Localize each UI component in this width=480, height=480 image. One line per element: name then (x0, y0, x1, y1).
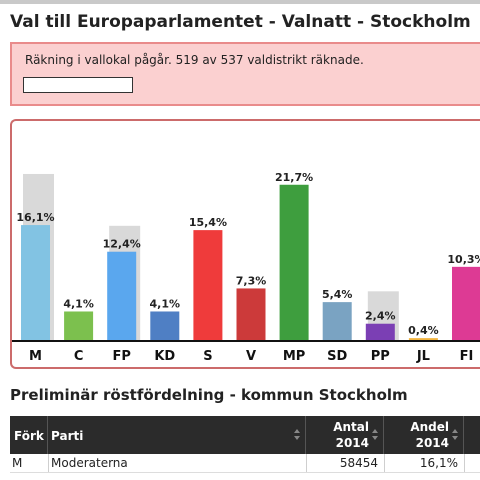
column-header-count-line1: Antal (333, 420, 369, 434)
column-header-share-line2: 2014 (415, 436, 449, 450)
table-header: Förk Parti Antal 2014 Andel 2014 (10, 416, 480, 454)
bar (322, 302, 352, 341)
column-divider (306, 454, 307, 472)
cell-share: 16,1% (419, 456, 458, 470)
data-label: 5,4% (322, 288, 353, 301)
tick-label: FP (112, 349, 130, 364)
column-divider (384, 454, 385, 472)
column-header-share-line1: Andel (410, 420, 449, 434)
results-table: Förk Parti Antal 2014 Andel 2014 M Moder… (10, 416, 480, 473)
bar (452, 266, 480, 341)
column-divider (464, 454, 465, 472)
tick-label: C (74, 349, 84, 364)
column-header-abbr-label: Förk (14, 429, 44, 443)
bar (408, 338, 438, 341)
bar (150, 311, 180, 341)
data-label: 12,4% (103, 238, 141, 251)
tick-label: SD (327, 349, 347, 364)
column-divider (48, 454, 49, 472)
data-label: 21,7% (275, 171, 313, 184)
column-header-count[interactable]: Antal 2014 (306, 416, 384, 454)
tick-label: JL (416, 349, 430, 364)
sort-icon[interactable] (372, 429, 378, 441)
bar (107, 251, 137, 341)
column-header-party[interactable]: Parti (48, 416, 306, 454)
data-label: 7,3% (236, 274, 267, 287)
column-header-share[interactable]: Andel 2014 (384, 416, 464, 454)
data-label: 16,1% (16, 211, 54, 224)
data-label: 10,3% (447, 253, 480, 266)
bar (365, 323, 395, 341)
bar (279, 184, 309, 341)
data-label: 4,1% (63, 297, 94, 310)
cell-count: 58454 (339, 456, 378, 470)
tick-label: KD (154, 349, 175, 364)
bar (21, 225, 50, 341)
bar (64, 311, 94, 341)
tick-label: V (246, 349, 256, 364)
bar-chart: 16,1% M 4,1% C 12,4% FP 4,1% KD 15,4% S 7,3% V 21,7%… (12, 171, 480, 364)
data-label: 2,4% (365, 310, 396, 323)
column-header-count-line2: 2014 (335, 436, 369, 450)
bar (236, 288, 266, 341)
top-border (0, 0, 480, 4)
status-text: Räkning i vallokal pågår. 519 av 537 val… (25, 53, 364, 67)
cell-abbr: M (12, 456, 23, 470)
page-title: Val till Europaparlamentet - Valnatt - S… (10, 12, 471, 32)
sort-icon[interactable] (294, 429, 300, 441)
cell-party: Moderaterna (51, 456, 128, 470)
tick-label: S (203, 349, 212, 364)
bar (193, 230, 223, 341)
tick-label: M (29, 349, 42, 364)
tick-label: MP (283, 349, 305, 364)
chart-panel: 16,1% M 4,1% C 12,4% FP 4,1% KD 15,4% S 7,3% V 21,7%… (10, 119, 480, 369)
tick-label: FI (460, 349, 474, 364)
progress-bar (23, 77, 133, 93)
status-box: Räkning i vallokal pågår. 519 av 537 val… (10, 42, 480, 106)
table-row[interactable]: M Moderaterna 58454 16,1% (10, 454, 480, 473)
sort-icon[interactable] (452, 429, 458, 441)
data-label: 0,4% (408, 324, 439, 337)
data-label: 4,1% (150, 297, 181, 310)
data-label: 15,4% (189, 216, 227, 229)
tick-label: PP (371, 349, 390, 364)
column-header-party-label: Parti (51, 429, 84, 443)
table-title: Preliminär röstfördelning - kommun Stock… (10, 386, 408, 404)
progress-fill (24, 78, 129, 92)
column-header-abbr[interactable]: Förk (10, 416, 48, 454)
